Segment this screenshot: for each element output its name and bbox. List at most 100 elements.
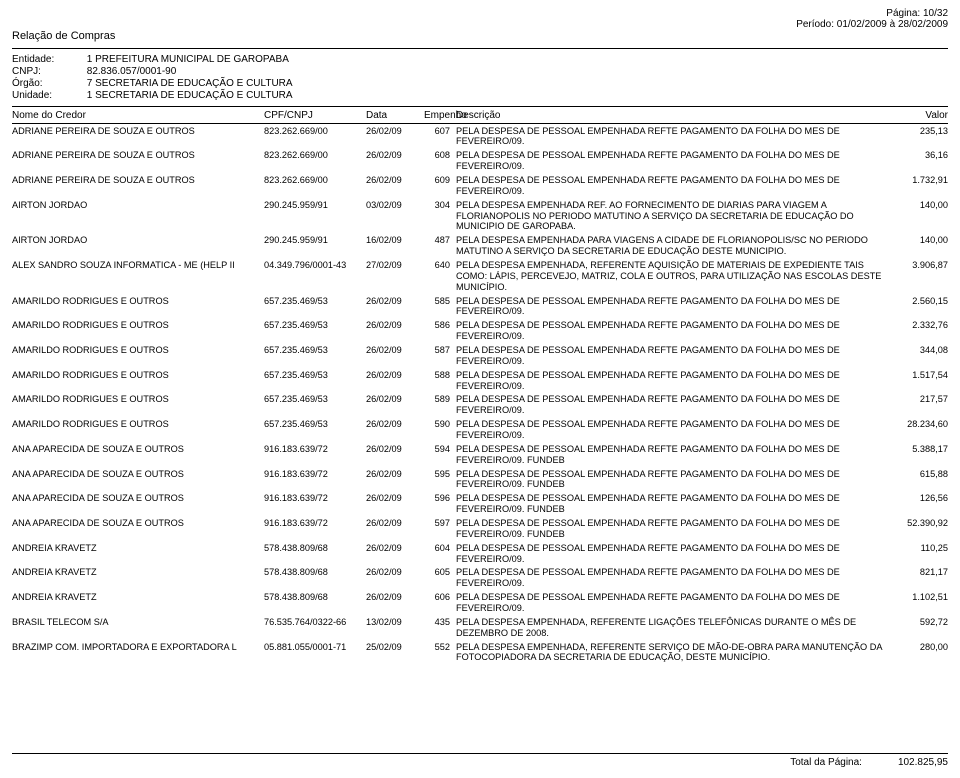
cell-credor: ANA APARECIDA DE SOUZA E OUTROS: [12, 469, 264, 479]
cell-descricao: PELA DESPESA EMPENHADA PARA VIAGENS A CI…: [452, 235, 886, 257]
cell-descricao: PELA DESPESA DE PESSOAL EMPENHADA REFTE …: [452, 469, 886, 491]
cell-empenho: 640: [424, 260, 452, 270]
cell-descricao: PELA DESPESA DE PESSOAL EMPENHADA REFTE …: [452, 592, 886, 614]
cell-descricao: PELA DESPESA DE PESSOAL EMPENHADA REFTE …: [452, 320, 886, 342]
cell-descricao: PELA DESPESA DE PESSOAL EMPENHADA REFTE …: [452, 543, 886, 565]
cell-valor: 1.732,91: [886, 175, 948, 185]
page-number: Página: 10/32: [796, 8, 948, 19]
cell-cpf: 657.235.469/53: [264, 320, 366, 330]
col-empenho: Empenho: [424, 110, 452, 121]
cell-credor: ANDREIA KRAVETZ: [12, 543, 264, 553]
cell-valor: 52.390,92: [886, 518, 948, 528]
cell-valor: 140,00: [886, 200, 948, 210]
table-row: ALEX SANDRO SOUZA INFORMATICA - ME (HELP…: [12, 258, 948, 294]
cell-data: 26/02/09: [366, 126, 424, 136]
cell-data: 26/02/09: [366, 567, 424, 577]
label-cnpj: CNPJ:: [12, 66, 84, 77]
cell-cpf: 916.183.639/72: [264, 518, 366, 528]
cell-empenho: 594: [424, 444, 452, 454]
period-label: Período: 01/02/2009 à 28/02/2009: [796, 19, 948, 30]
cell-descricao: PELA DESPESA DE PESSOAL EMPENHADA REFTE …: [452, 370, 886, 392]
table-row: AMARILDO RODRIGUES E OUTROS657.235.469/5…: [12, 418, 948, 443]
value-cnpj: 82.836.057/0001-90: [87, 66, 177, 77]
cell-empenho: 586: [424, 320, 452, 330]
col-valor: Valor: [886, 110, 948, 121]
cell-valor: 126,56: [886, 493, 948, 503]
cell-credor: BRAZIMP COM. IMPORTADORA E EXPORTADORA L: [12, 642, 264, 652]
table-row: ANDREIA KRAVETZ578.438.809/6826/02/09605…: [12, 566, 948, 591]
cell-valor: 217,57: [886, 394, 948, 404]
cell-credor: ANDREIA KRAVETZ: [12, 567, 264, 577]
cell-cpf: 290.245.959/91: [264, 200, 366, 210]
cell-valor: 140,00: [886, 235, 948, 245]
cell-cpf: 05.881.055/0001-71: [264, 642, 366, 652]
cell-valor: 344,08: [886, 345, 948, 355]
cell-descricao: PELA DESPESA DE PESSOAL EMPENHADA REFTE …: [452, 345, 886, 367]
cell-valor: 280,00: [886, 642, 948, 652]
cell-descricao: PELA DESPESA DE PESSOAL EMPENHADA REFTE …: [452, 444, 886, 466]
table-row: ANA APARECIDA DE SOUZA E OUTROS916.183.6…: [12, 492, 948, 517]
cell-cpf: 578.438.809/68: [264, 543, 366, 553]
cell-credor: ALEX SANDRO SOUZA INFORMATICA - ME (HELP…: [12, 260, 264, 270]
cell-cpf: 823.262.669/00: [264, 175, 366, 185]
cell-data: 26/02/09: [366, 419, 424, 429]
cell-data: 13/02/09: [366, 617, 424, 627]
cell-empenho: 590: [424, 419, 452, 429]
cell-data: 26/02/09: [366, 444, 424, 454]
cell-valor: 36,16: [886, 150, 948, 160]
cell-valor: 110,25: [886, 543, 948, 553]
cell-data: 26/02/09: [366, 543, 424, 553]
value-orgao: 7 SECRETARIA DE EDUCAÇÃO E CULTURA: [87, 78, 293, 89]
cell-cpf: 916.183.639/72: [264, 493, 366, 503]
cell-valor: 235,13: [886, 126, 948, 136]
cell-cpf: 290.245.959/91: [264, 235, 366, 245]
cell-empenho: 605: [424, 567, 452, 577]
cell-credor: AMARILDO RODRIGUES E OUTROS: [12, 296, 264, 306]
cell-credor: AMARILDO RODRIGUES E OUTROS: [12, 345, 264, 355]
cell-data: 26/02/09: [366, 345, 424, 355]
cell-descricao: PELA DESPESA EMPENHADA REF. AO FORNECIME…: [452, 200, 886, 233]
cell-empenho: 585: [424, 296, 452, 306]
cell-valor: 821,17: [886, 567, 948, 577]
table-row: BRASIL TELECOM S/A76.535.764/0322-6613/0…: [12, 615, 948, 640]
cell-empenho: 607: [424, 126, 452, 136]
cell-empenho: 304: [424, 200, 452, 210]
table-row: BRAZIMP COM. IMPORTADORA E EXPORTADORA L…: [12, 640, 948, 665]
cell-credor: AMARILDO RODRIGUES E OUTROS: [12, 394, 264, 404]
cell-data: 26/02/09: [366, 493, 424, 503]
cell-data: 26/02/09: [366, 394, 424, 404]
footer-total-label: Total da Página:: [790, 757, 862, 768]
cell-empenho: 597: [424, 518, 452, 528]
cell-data: 26/02/09: [366, 320, 424, 330]
cell-data: 26/02/09: [366, 592, 424, 602]
cell-valor: 592,72: [886, 617, 948, 627]
cell-cpf: 916.183.639/72: [264, 444, 366, 454]
cell-cpf: 916.183.639/72: [264, 469, 366, 479]
cell-cpf: 657.235.469/53: [264, 296, 366, 306]
cell-credor: ADRIANE PEREIRA DE SOUZA E OUTROS: [12, 175, 264, 185]
cell-credor: BRASIL TELECOM S/A: [12, 617, 264, 627]
cell-empenho: 487: [424, 235, 452, 245]
cell-credor: AMARILDO RODRIGUES E OUTROS: [12, 320, 264, 330]
cell-credor: ANA APARECIDA DE SOUZA E OUTROS: [12, 518, 264, 528]
cell-data: 26/02/09: [366, 370, 424, 380]
cell-data: 03/02/09: [366, 200, 424, 210]
cell-empenho: 589: [424, 394, 452, 404]
cell-empenho: 595: [424, 469, 452, 479]
cell-cpf: 823.262.669/00: [264, 150, 366, 160]
cell-cpf: 578.438.809/68: [264, 567, 366, 577]
cell-empenho: 596: [424, 493, 452, 503]
cell-empenho: 608: [424, 150, 452, 160]
cell-valor: 2.560,15: [886, 296, 948, 306]
cell-cpf: 657.235.469/53: [264, 394, 366, 404]
header-block: Entidade: 1 PREFEITURA MUNICIPAL DE GARO…: [12, 48, 948, 107]
report-title: Relação de Compras: [12, 30, 948, 42]
cell-empenho: 606: [424, 592, 452, 602]
col-data: Data: [366, 110, 424, 121]
col-credor: Nome do Credor: [12, 110, 264, 121]
rows-container: ADRIANE PEREIRA DE SOUZA E OUTROS823.262…: [12, 124, 948, 665]
cell-credor: ANA APARECIDA DE SOUZA E OUTROS: [12, 444, 264, 454]
cell-empenho: 604: [424, 543, 452, 553]
cell-valor: 615,88: [886, 469, 948, 479]
cell-descricao: PELA DESPESA DE PESSOAL EMPENHADA REFTE …: [452, 419, 886, 441]
